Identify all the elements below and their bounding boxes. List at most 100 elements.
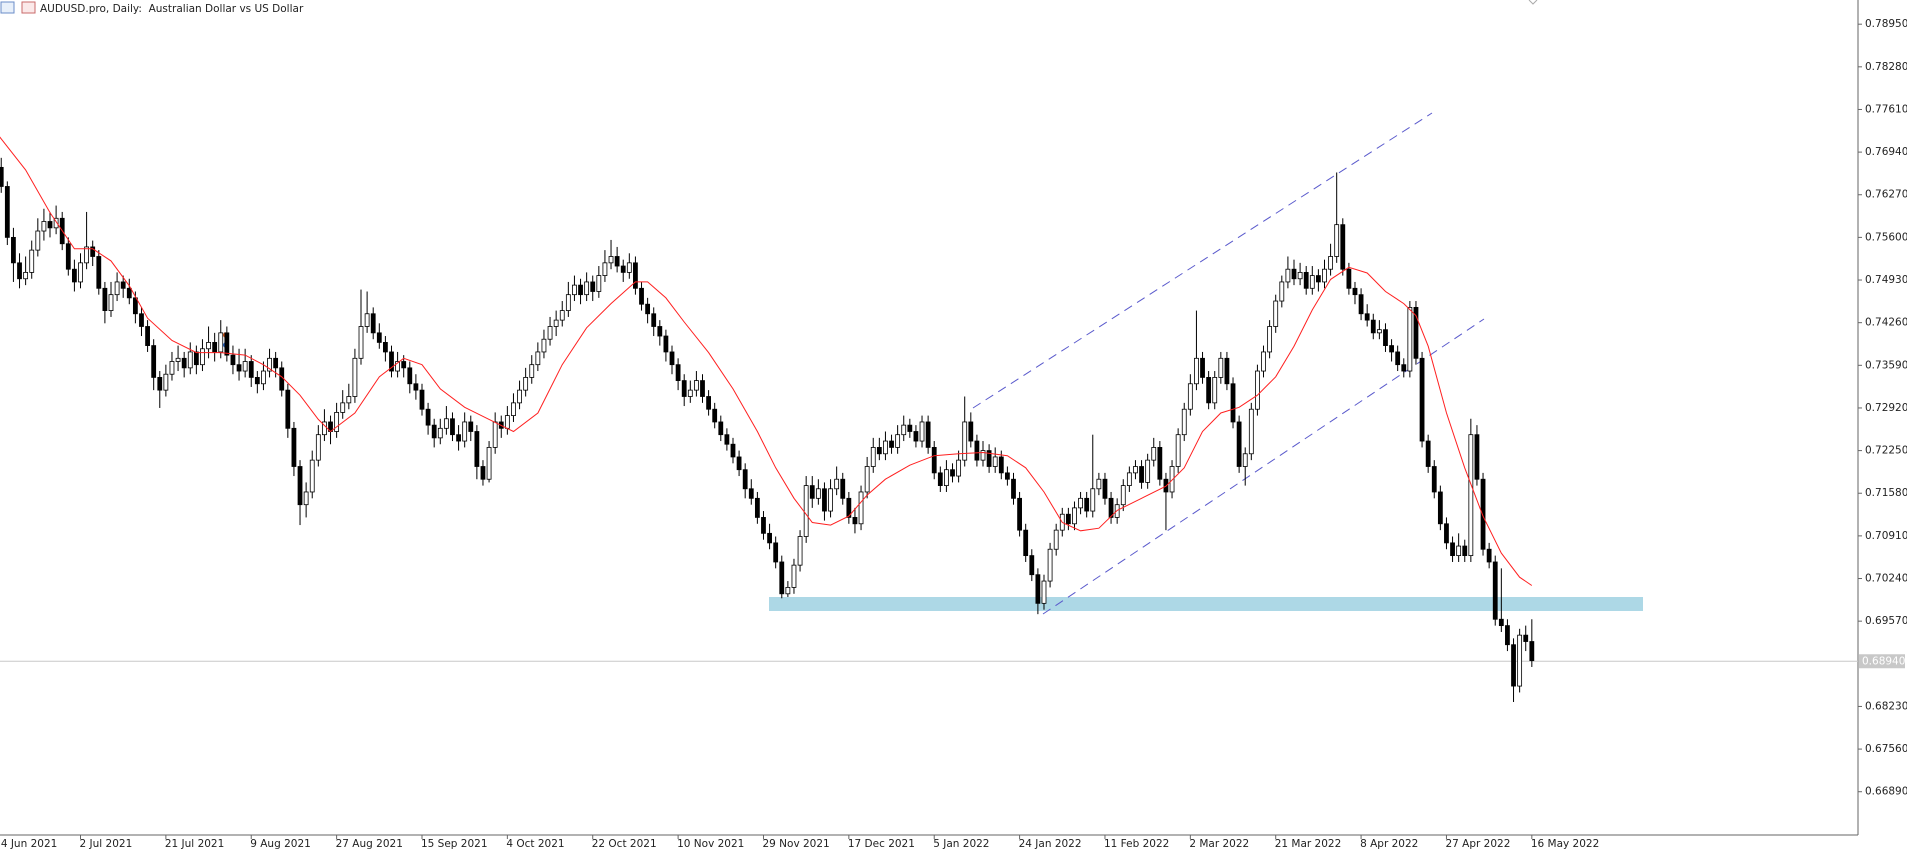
candle-body	[614, 256, 620, 267]
shift-marker	[1528, 0, 1538, 5]
candle-body	[72, 268, 77, 283]
candle-body	[1340, 224, 1346, 270]
y-tick-label: 0.70240	[1865, 573, 1907, 585]
candle-body	[486, 447, 492, 480]
candle-body	[870, 447, 876, 467]
candle-body	[1084, 497, 1090, 512]
candle-body	[1169, 466, 1175, 493]
candle-body	[17, 262, 22, 280]
candle-body	[169, 361, 175, 375]
candle-body	[1517, 634, 1523, 687]
candle-body	[828, 488, 833, 512]
x-tick-label: 29 Nov 2021	[762, 838, 829, 850]
candle-body	[535, 351, 541, 366]
candle-body	[1023, 529, 1029, 557]
candle-body	[224, 332, 230, 356]
candle-body	[669, 351, 675, 366]
candle-body	[718, 421, 724, 436]
candle-body	[1072, 507, 1077, 525]
candle-body	[53, 217, 59, 229]
candle-body	[334, 412, 340, 432]
candle-body	[230, 354, 236, 366]
x-tick-label: 24 Jan 2022	[1019, 838, 1082, 850]
y-tick-label: 0.75600	[1865, 231, 1907, 243]
candle-body	[852, 517, 858, 525]
candle-body	[1145, 459, 1151, 483]
candle-body	[90, 246, 96, 257]
candle-body	[761, 517, 766, 534]
candle-body	[1370, 319, 1376, 334]
support-zone	[769, 597, 1643, 611]
candle-body	[1017, 497, 1022, 531]
candle-body	[1505, 625, 1510, 646]
candle-body	[1224, 357, 1230, 385]
candle-body	[132, 297, 138, 315]
price-label: 0.68940	[1862, 655, 1905, 667]
candle-body	[267, 357, 272, 372]
candle-body	[273, 357, 279, 369]
candle-body	[712, 408, 718, 423]
candle-body	[511, 402, 516, 416]
candle-body	[602, 262, 608, 276]
candle-body	[608, 256, 614, 264]
candle-body	[187, 351, 193, 369]
candle-body	[29, 249, 35, 273]
y-tick-label: 0.72920	[1865, 402, 1907, 414]
x-tick-label: 21 Mar 2022	[1275, 838, 1342, 850]
candle-body	[596, 275, 602, 292]
candle-body	[767, 532, 772, 544]
candle-body	[84, 246, 89, 264]
candle-body	[261, 370, 266, 385]
y-tick-label: 0.74260	[1865, 317, 1907, 329]
candle-body	[559, 310, 565, 321]
candle-body	[1419, 357, 1425, 442]
candle-body	[730, 443, 736, 458]
candle-body	[889, 440, 894, 448]
candle-body	[431, 424, 437, 439]
y-tick-label: 0.78280	[1865, 61, 1907, 73]
candle-body	[541, 338, 547, 353]
y-tick-label: 0.68230	[1865, 700, 1907, 712]
chart-icon	[21, 1, 36, 14]
candle-body	[974, 440, 980, 461]
candle-body	[919, 421, 925, 442]
candle-body	[864, 466, 870, 493]
candle-body	[303, 491, 309, 506]
candle-body	[1328, 256, 1333, 270]
candle-body	[1309, 275, 1315, 289]
candle-body	[572, 284, 577, 296]
candle-body	[1334, 224, 1340, 257]
candle-body	[1480, 478, 1486, 550]
candle-body	[504, 415, 510, 429]
candle-body	[694, 380, 699, 391]
candle-body	[41, 221, 47, 232]
candle-body	[163, 373, 169, 391]
candle-body	[1047, 548, 1053, 582]
candle-body	[322, 421, 327, 436]
chart-icon	[0, 1, 15, 14]
candle-body	[1255, 370, 1260, 410]
candle-body	[742, 469, 748, 490]
candle-body	[956, 459, 962, 477]
candle-body	[1157, 447, 1163, 480]
candle-body	[236, 364, 242, 372]
candle-body	[657, 326, 663, 337]
candle-body	[931, 447, 937, 474]
candle-body	[96, 256, 102, 289]
candle-body	[1248, 408, 1254, 455]
candle-body	[681, 380, 687, 397]
candle-body	[1444, 523, 1449, 544]
candle-body	[1297, 271, 1303, 280]
candle-body	[1462, 545, 1468, 557]
candle-body	[1383, 329, 1388, 346]
candle-body	[181, 357, 187, 369]
candle-body	[1133, 466, 1138, 474]
candle-body	[126, 287, 132, 299]
candle-body	[523, 377, 529, 391]
candle-body	[883, 440, 888, 455]
candle-body	[797, 536, 803, 566]
candle-body	[779, 561, 785, 595]
candle-body	[285, 389, 291, 429]
candle-body	[0, 166, 4, 187]
candle-body	[1273, 300, 1279, 327]
